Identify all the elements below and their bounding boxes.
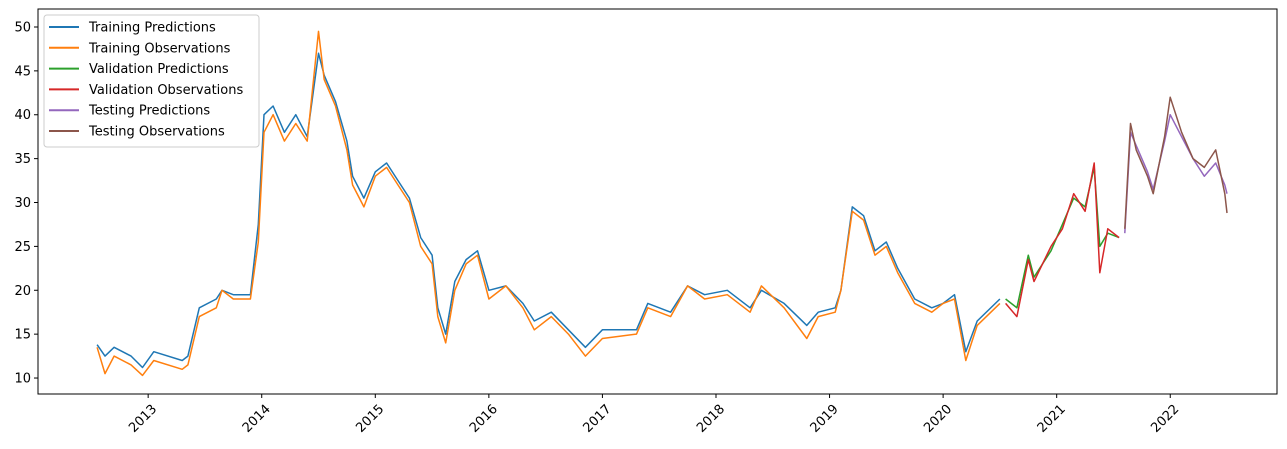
series-lines	[96, 30, 1228, 377]
x-tick-label: 2016	[467, 402, 501, 436]
x-tick-label: 2018	[694, 402, 728, 436]
series-line-testing-observations	[1124, 96, 1228, 229]
x-tick-label: 2014	[240, 402, 274, 436]
y-axis: 10 15 20 25 30 35 40 45 50	[14, 20, 38, 387]
x-tick-label: 2019	[808, 402, 842, 436]
legend-label: Testing Predictions	[88, 104, 210, 119]
y-tick-label: 20	[14, 284, 31, 299]
x-tick-label: 2020	[921, 402, 955, 436]
x-tick-label: 2021	[1035, 402, 1069, 436]
y-tick-label: 15	[14, 328, 31, 343]
y-tick-label: 45	[14, 64, 31, 79]
legend-label: Validation Predictions	[89, 62, 229, 77]
legend-label: Validation Observations	[89, 83, 243, 98]
legend-box	[43, 14, 260, 148]
legend-label: Training Observations	[88, 41, 231, 56]
y-tick-label: 35	[14, 152, 31, 167]
y-tick-label: 30	[14, 196, 31, 211]
series-line-testing-predictions	[1124, 113, 1228, 234]
series-line-validation-observations	[1005, 162, 1120, 318]
legend: Training Predictions Training Observation…	[43, 14, 260, 148]
plot-frame	[37, 8, 1278, 395]
x-tick-label: 2015	[353, 402, 387, 436]
series-line-training-observations	[96, 30, 1001, 377]
y-tick-label: 25	[14, 240, 31, 255]
x-tick-label: 2022	[1148, 402, 1182, 436]
x-tick-label: 2013	[126, 402, 160, 436]
y-tick-label: 40	[14, 108, 31, 123]
legend-label: Testing Observations	[88, 125, 225, 140]
y-tick-label: 10	[14, 372, 31, 387]
y-tick-label: 50	[14, 20, 31, 35]
x-axis: 2013 2014 2015 2016 2017 2018 2019 2020 2021 2022	[126, 394, 1182, 436]
x-tick-label: 2017	[581, 402, 615, 436]
legend-label: Training Predictions	[88, 21, 216, 36]
